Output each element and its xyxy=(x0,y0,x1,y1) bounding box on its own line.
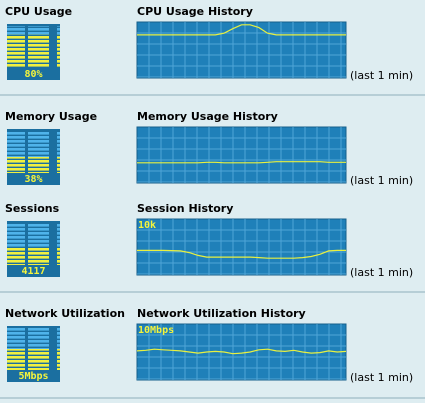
history-line xyxy=(137,161,346,164)
panel-title: Network Utilization xyxy=(5,307,125,320)
history-line xyxy=(136,348,347,355)
history-bg xyxy=(136,323,347,381)
gauge-value: 38% xyxy=(24,174,42,185)
gauge-level xyxy=(7,157,60,173)
history-title: Network Utilization History xyxy=(137,307,306,320)
period-label: (last 1 min) xyxy=(350,371,413,384)
history-bg xyxy=(136,126,347,184)
scale-label: 10Mbps xyxy=(138,325,174,336)
panel-title: Memory Usage xyxy=(5,110,97,123)
history-title: Session History xyxy=(137,202,233,215)
period-label: (last 1 min) xyxy=(350,266,413,279)
gauge-value: 80% xyxy=(24,69,42,80)
gauge-value: 4117 xyxy=(21,266,45,277)
gauge-level xyxy=(7,247,60,265)
gauge-level xyxy=(7,349,60,370)
history-title: Memory Usage History xyxy=(137,110,278,123)
history-bg xyxy=(136,21,347,79)
history-title: CPU Usage History xyxy=(137,5,253,18)
panel-title: Sessions xyxy=(5,202,60,215)
scale-label: 10k xyxy=(138,220,156,231)
history-line xyxy=(137,249,346,259)
period-label: (last 1 min) xyxy=(350,69,413,82)
history-bg xyxy=(136,218,347,276)
period-label: (last 1 min) xyxy=(350,174,413,187)
history-line xyxy=(137,24,346,36)
gauge-level xyxy=(7,34,60,68)
panel-title: CPU Usage xyxy=(5,5,72,18)
gauge-value: 5Mbps xyxy=(18,371,48,382)
